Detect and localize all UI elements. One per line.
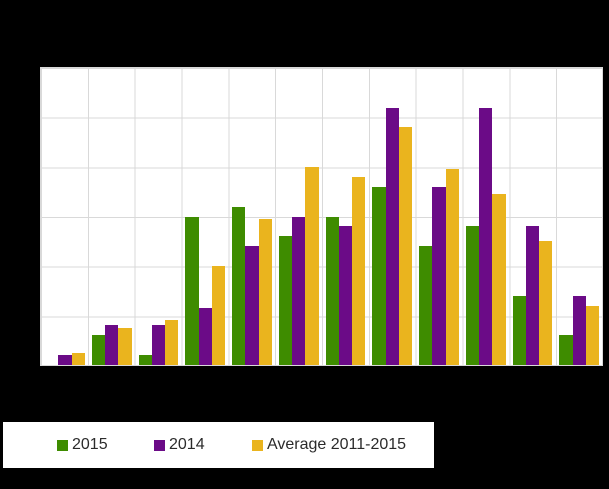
- bar-group: [415, 68, 462, 365]
- bar-average-2011-2015: [118, 327, 132, 365]
- bar-2014: [479, 107, 493, 365]
- bar-2015: [465, 226, 480, 365]
- bar-group: [368, 68, 415, 365]
- legend: 2015 2014 Average 2011-2015: [3, 422, 434, 468]
- purple-square-swatch-icon: [154, 439, 165, 451]
- bar-average-2011-2015: [445, 169, 459, 365]
- legend-item-2014[interactable]: 2014: [154, 437, 205, 453]
- yellow-square-swatch-icon: [252, 439, 263, 451]
- bar-group: [275, 68, 322, 365]
- legend-item-2015[interactable]: 2015: [57, 437, 108, 453]
- bar-groups: [41, 68, 602, 365]
- bar-group: [88, 68, 135, 365]
- bar-2015: [138, 355, 152, 365]
- bar-2014: [525, 226, 540, 365]
- bar-2015: [278, 236, 293, 365]
- bar-2015: [419, 246, 433, 365]
- bar-average-2011-2015: [305, 167, 319, 365]
- legend-label-2014: 2014: [169, 436, 205, 453]
- bar-2015: [91, 335, 106, 365]
- bar-2014: [151, 325, 166, 365]
- bar-2015: [185, 216, 199, 365]
- bar-2014: [198, 308, 212, 365]
- bar-2014: [432, 186, 446, 365]
- bar-group: [41, 68, 88, 365]
- bar-2015: [372, 186, 386, 365]
- bar-average-2011-2015: [352, 176, 366, 365]
- bar-2014: [292, 216, 306, 365]
- bar-2014: [245, 246, 259, 365]
- plot-area: [40, 67, 603, 366]
- bar-average-2011-2015: [585, 305, 600, 365]
- bar-2015: [559, 335, 573, 365]
- bar-average-2011-2015: [398, 127, 413, 365]
- bar-average-2011-2015: [211, 266, 226, 365]
- green-square-swatch-icon: [57, 439, 68, 451]
- legend-item-average-2011-2015[interactable]: Average 2011-2015: [252, 437, 406, 453]
- legend-label-2015: 2015: [72, 436, 108, 453]
- bar-2015: [512, 295, 526, 365]
- bar-average-2011-2015: [165, 320, 179, 365]
- bar-group: [135, 68, 182, 365]
- bar-2014: [385, 107, 399, 365]
- bar-average-2011-2015: [539, 241, 553, 365]
- bar-2015: [232, 206, 246, 365]
- bar-group: [462, 68, 509, 365]
- bar-2014: [58, 355, 72, 365]
- bar-group: [322, 68, 369, 365]
- bar-average-2011-2015: [492, 194, 506, 365]
- bar-group: [228, 68, 275, 365]
- legend-label-average-2011-2015: Average 2011-2015: [267, 436, 407, 453]
- bar-group: [509, 68, 556, 365]
- bar-2014: [572, 295, 586, 365]
- bar-average-2011-2015: [71, 352, 85, 365]
- bar-group: [555, 68, 602, 365]
- bar-2014: [105, 325, 119, 365]
- bar-2014: [338, 226, 353, 365]
- bar-average-2011-2015: [258, 218, 272, 365]
- bar-2015: [325, 216, 339, 365]
- bar-group: [181, 68, 228, 365]
